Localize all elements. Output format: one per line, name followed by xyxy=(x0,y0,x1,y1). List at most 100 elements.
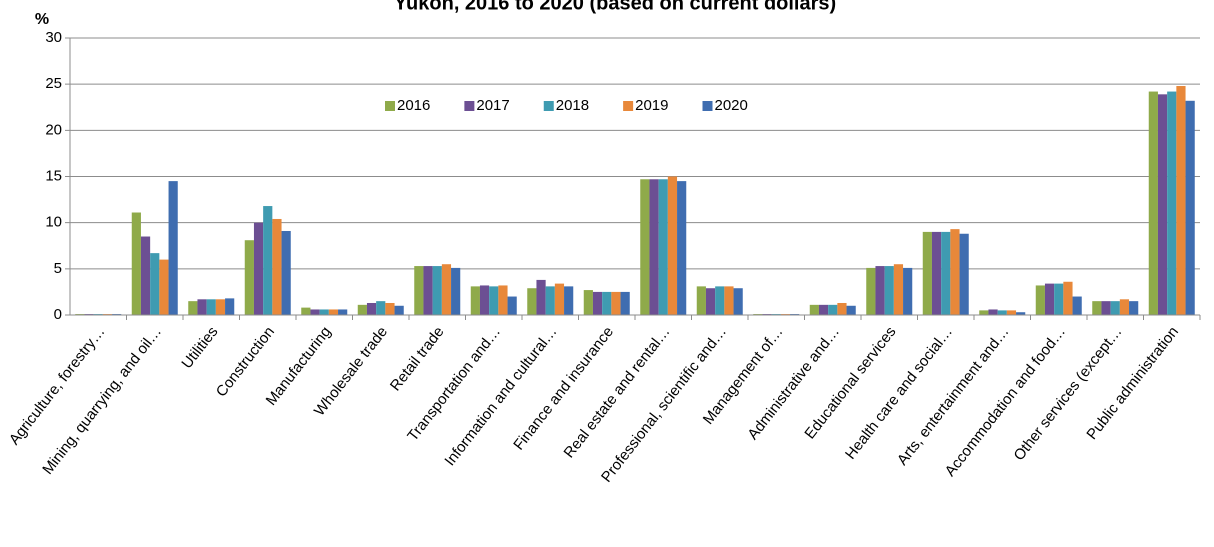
bar xyxy=(489,286,499,315)
bar xyxy=(1185,100,1195,315)
legend-label: 2016 xyxy=(397,97,430,114)
bar xyxy=(950,229,960,315)
bar xyxy=(809,304,819,315)
bar xyxy=(451,267,461,315)
bar xyxy=(1092,301,1102,315)
legend-swatch xyxy=(543,101,554,111)
bar xyxy=(640,179,650,315)
bar xyxy=(903,267,913,315)
bar xyxy=(366,302,377,315)
legend-label: 2020 xyxy=(715,97,748,114)
bar xyxy=(696,286,706,315)
x-tick-label: Construction xyxy=(213,323,278,400)
bar xyxy=(611,291,621,315)
bar xyxy=(338,309,348,315)
bar xyxy=(988,309,998,315)
bar xyxy=(225,298,235,315)
bar xyxy=(658,179,668,315)
legend-label: 2017 xyxy=(476,97,509,114)
bar xyxy=(997,310,1007,315)
x-tick-label: Mining, quarrying, and oil… xyxy=(39,323,165,477)
bar xyxy=(1006,310,1017,315)
bar xyxy=(875,266,885,315)
bar xyxy=(837,302,847,315)
bar xyxy=(1054,283,1064,315)
bar xyxy=(620,291,630,315)
bar xyxy=(1119,299,1130,315)
bar xyxy=(414,266,424,315)
bar xyxy=(846,305,856,315)
bar xyxy=(206,299,216,315)
y-tick-label: 0 xyxy=(54,306,62,323)
bar xyxy=(1072,296,1082,315)
bar xyxy=(1063,281,1073,315)
legend-swatch xyxy=(464,101,475,111)
bar xyxy=(705,288,716,315)
bar xyxy=(602,291,612,315)
bar xyxy=(1110,301,1120,315)
y-tick-label: 5 xyxy=(54,260,62,277)
bar xyxy=(1148,91,1158,315)
legend-swatch xyxy=(702,101,713,111)
bar xyxy=(554,283,565,315)
bar xyxy=(1176,86,1186,315)
bar xyxy=(536,279,546,315)
bar xyxy=(1129,301,1139,315)
bar xyxy=(140,236,151,315)
bar xyxy=(583,290,593,315)
bar xyxy=(188,301,198,315)
bar xyxy=(677,181,687,315)
bar xyxy=(1035,285,1045,315)
bar xyxy=(423,266,433,315)
x-tick-label: Utilities xyxy=(178,323,221,372)
chart-title: Yukon, 2016 to 2020 (based on current do… xyxy=(394,0,836,14)
x-tick-label: Information and cultural… xyxy=(441,323,560,469)
bar xyxy=(432,266,442,315)
y-axis-label: % xyxy=(35,11,49,28)
bar xyxy=(272,218,282,315)
bar xyxy=(310,309,320,315)
bar xyxy=(1016,312,1026,315)
bar xyxy=(564,286,574,315)
bar xyxy=(1167,91,1177,315)
y-tick-label: 20 xyxy=(45,121,62,138)
x-tick-label: Other services (except… xyxy=(1011,323,1126,464)
bar xyxy=(649,179,659,315)
bar xyxy=(818,304,829,315)
bar xyxy=(253,222,264,315)
bar xyxy=(931,231,942,315)
bar xyxy=(724,286,734,315)
bar xyxy=(131,212,141,315)
bar xyxy=(733,288,743,315)
bar xyxy=(828,304,838,315)
bar xyxy=(498,285,508,315)
bar xyxy=(959,233,969,315)
bar xyxy=(281,230,291,315)
bar xyxy=(441,264,452,315)
bar xyxy=(893,264,904,315)
bar xyxy=(357,304,367,315)
bar xyxy=(168,181,178,315)
bar xyxy=(527,288,537,315)
bar xyxy=(1157,94,1168,315)
bar xyxy=(507,296,517,315)
bar xyxy=(1044,283,1055,315)
x-tick-label: Real estate and rental… xyxy=(561,323,674,461)
bar xyxy=(394,305,404,315)
bar xyxy=(592,291,603,315)
bar xyxy=(385,302,395,315)
bar xyxy=(1101,301,1111,315)
bar xyxy=(328,309,339,315)
bar xyxy=(376,301,386,315)
bar xyxy=(215,299,226,315)
y-tick-label: 10 xyxy=(45,214,62,231)
bar xyxy=(715,286,725,315)
bar xyxy=(979,310,989,315)
bar xyxy=(301,307,311,315)
bar xyxy=(244,240,254,315)
bar xyxy=(263,206,273,315)
bar xyxy=(479,285,490,315)
bar xyxy=(884,266,894,315)
bar xyxy=(667,176,678,315)
